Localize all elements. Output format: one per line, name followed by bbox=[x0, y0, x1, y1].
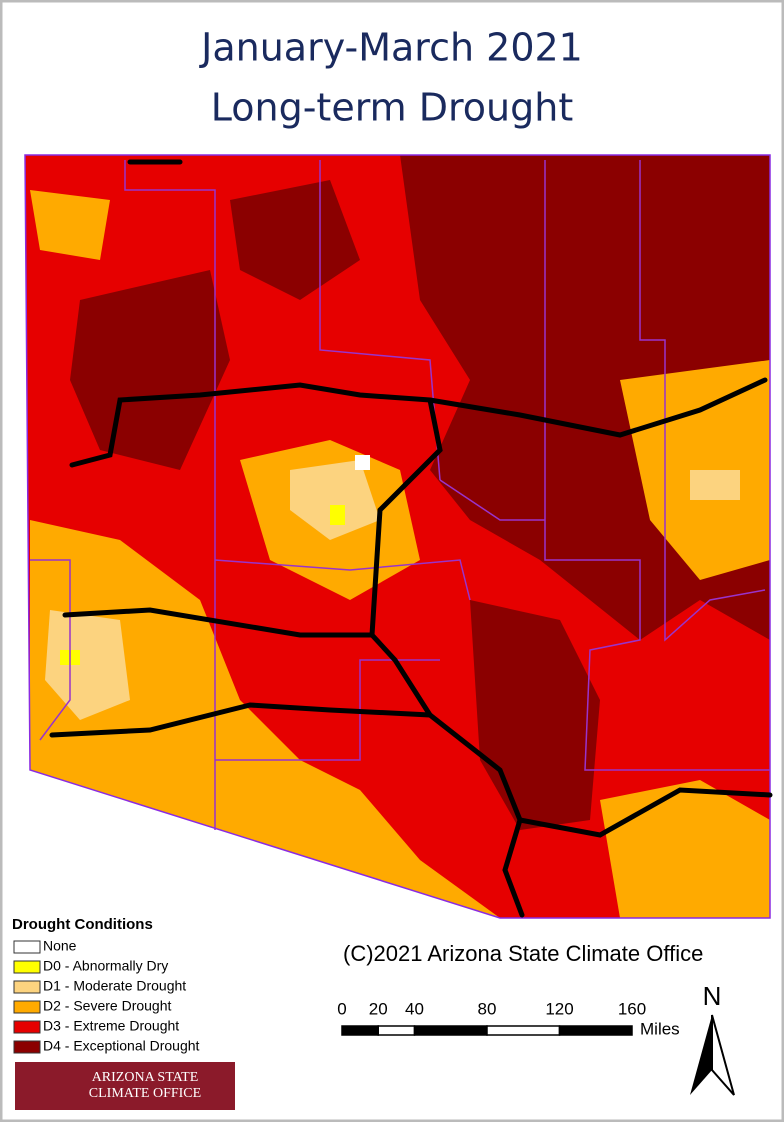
credit: (C)2021 Arizona State Climate Office bbox=[343, 941, 703, 966]
scale-segment bbox=[341, 1025, 379, 1036]
legend-swatch bbox=[13, 1020, 41, 1034]
region-d2 bbox=[600, 780, 770, 918]
legend-swatch bbox=[13, 980, 41, 994]
legend-swatch bbox=[13, 1000, 41, 1014]
title-line: January-March 2021 bbox=[199, 26, 583, 70]
scale-label: 0 bbox=[337, 999, 346, 1018]
legend: None D0 - Abnormally Dry D1 - Moderate Dro… bbox=[13, 938, 200, 1054]
scale-segment bbox=[377, 1025, 416, 1036]
scale-label: 20 bbox=[369, 999, 388, 1018]
drought-map bbox=[24, 154, 773, 919]
scale-label: 120 bbox=[545, 999, 573, 1018]
region-d0 bbox=[330, 505, 345, 525]
legend-swatch bbox=[13, 960, 41, 974]
region-none bbox=[355, 455, 370, 470]
legend-swatch bbox=[13, 1040, 41, 1054]
region-d1 bbox=[690, 470, 740, 500]
scale-segment bbox=[413, 1025, 488, 1036]
scale-label: 160 bbox=[618, 999, 646, 1018]
region-d2 bbox=[30, 520, 500, 918]
logo-text: ARIZONA STATE bbox=[92, 1070, 199, 1085]
county-lines bbox=[30, 160, 770, 830]
legend-label: D3 - Extreme Drought bbox=[43, 1018, 179, 1034]
legend-title: Drought Conditions bbox=[12, 916, 153, 933]
region-d1 bbox=[45, 610, 130, 720]
region-d4 bbox=[230, 180, 360, 300]
logo-box bbox=[15, 1062, 235, 1110]
region-d4 bbox=[70, 270, 230, 470]
north-label: N bbox=[703, 981, 722, 1011]
region-d2 bbox=[30, 190, 110, 260]
north-arrow bbox=[711, 1014, 735, 1096]
region-d1 bbox=[290, 460, 380, 540]
scale-segment bbox=[558, 1025, 633, 1036]
legend-label: D0 - Abnormally Dry bbox=[43, 958, 168, 974]
highways bbox=[49, 159, 773, 918]
scale-unit: Miles bbox=[640, 1019, 680, 1038]
scale-label: 80 bbox=[478, 999, 497, 1018]
title-line: Long-term Drought bbox=[211, 86, 573, 130]
logo-text: CLIMATE OFFICE bbox=[89, 1086, 201, 1101]
legend-swatch bbox=[13, 940, 41, 954]
legend-label: None bbox=[43, 938, 77, 954]
scale-segment bbox=[486, 1025, 561, 1036]
legend-label: D4 - Exceptional Drought bbox=[43, 1038, 200, 1054]
north-arrow bbox=[690, 1015, 712, 1095]
scale-label: 40 bbox=[405, 999, 424, 1018]
legend-label: D1 - Moderate Drought bbox=[43, 978, 186, 994]
state-border bbox=[24, 154, 771, 919]
legend-label: D2 - Severe Drought bbox=[43, 998, 172, 1014]
